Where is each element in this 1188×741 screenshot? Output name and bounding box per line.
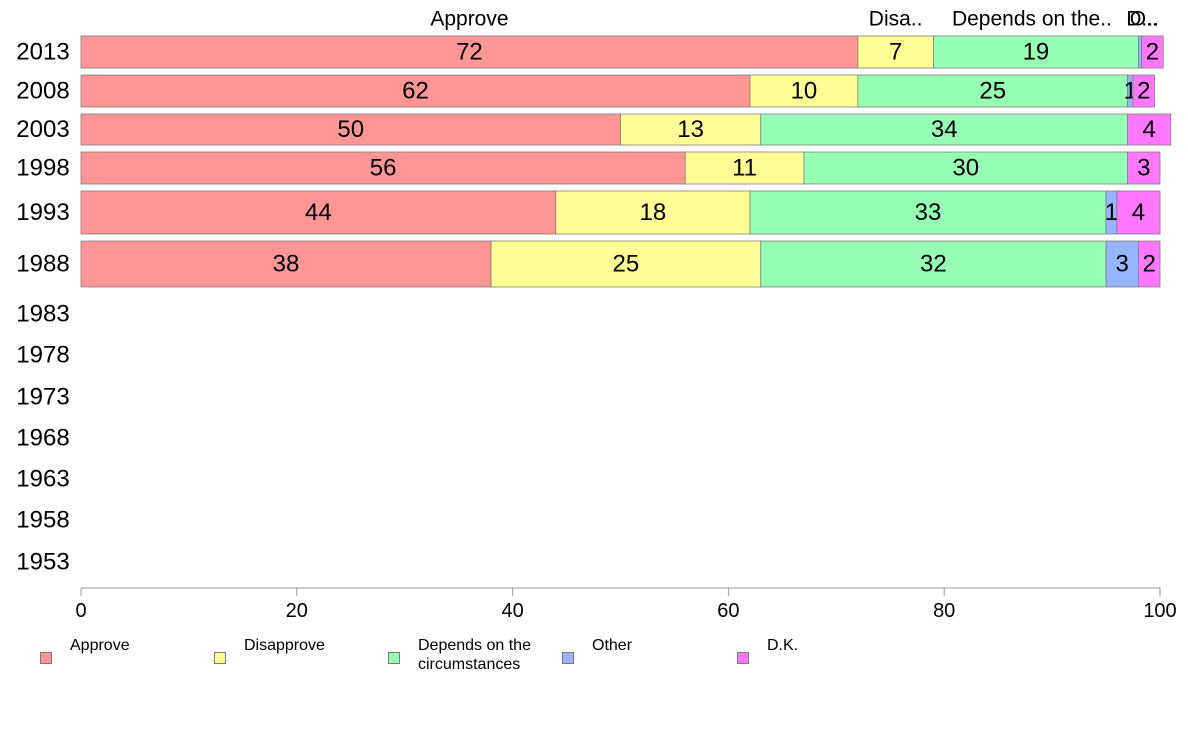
x-tick-label: 60 (717, 600, 739, 622)
data-label: 25 (979, 78, 1006, 105)
bar-segment (749, 74, 859, 108)
data-label: 19 (1023, 39, 1050, 66)
bar-segment (1138, 35, 1143, 69)
data-label: 33 (915, 199, 942, 226)
data-label: 50 (337, 116, 364, 143)
series-top-label: O.. (1130, 8, 1158, 31)
bar-segment (80, 74, 751, 108)
category-label: 1998 (16, 155, 69, 182)
data-label: 72 (456, 39, 483, 66)
legend-item-dk: D.K. (737, 636, 798, 664)
bar-segment (749, 190, 1107, 235)
category-label: 1973 (16, 384, 69, 411)
data-label: 1 (1105, 199, 1118, 226)
category-label: 1958 (16, 507, 69, 534)
bar-segment (857, 35, 934, 69)
bar-segment (80, 190, 557, 235)
legend-label-depends: Depends on the circumstances (418, 637, 531, 673)
bar-segment (857, 74, 1129, 108)
bar-segment (620, 113, 762, 146)
bar-segment (1105, 240, 1139, 288)
category-label: 1978 (16, 342, 69, 369)
bar-segment (1127, 151, 1161, 185)
legend-label-disapprove: Disapprove (244, 637, 325, 654)
bar-segment (933, 35, 1139, 69)
legend-swatch-disapprove (214, 652, 226, 664)
x-tick-label: 40 (501, 600, 523, 622)
data-label: 18 (640, 199, 667, 226)
data-label: 25 (613, 251, 640, 278)
category-label: 1983 (16, 301, 69, 328)
x-tick-label: 100 (1143, 600, 1176, 622)
bar-segment (80, 240, 492, 288)
series-top-label: Depends on the.. (952, 8, 1112, 31)
data-label: 3 (1116, 251, 1129, 278)
legend-item-other: Other (562, 636, 632, 664)
data-label: 44 (305, 199, 332, 226)
data-label: 10 (791, 78, 818, 105)
data-label: 4 (1132, 199, 1145, 226)
legend-label-approve: Approve (70, 637, 130, 654)
x-tick-label: 20 (286, 600, 308, 622)
category-label: 2008 (16, 78, 69, 105)
series-top-label: Disa.. (869, 8, 923, 31)
data-label: 30 (952, 155, 979, 182)
legend-item-disapprove: Disapprove (214, 636, 325, 664)
bar-segment (1127, 113, 1172, 146)
data-label: 62 (402, 78, 429, 105)
category-label: 1993 (16, 199, 69, 226)
legend-swatch-dk (737, 652, 749, 664)
legend: Approve Disapprove Depends on the circum… (0, 636, 1188, 696)
legend-swatch-depends (388, 652, 400, 664)
bar-segment (1138, 240, 1161, 288)
data-label: 38 (273, 251, 300, 278)
data-label: 4 (1143, 116, 1156, 143)
legend-swatch-approve (40, 652, 52, 664)
category-label: 1953 (16, 549, 69, 576)
category-label: 2003 (16, 116, 69, 143)
x-tick-label: 0 (75, 600, 86, 622)
bar-segment (490, 240, 762, 288)
category-label: 2013 (16, 39, 69, 66)
category-label: 1968 (16, 425, 69, 452)
legend-label-other: Other (592, 637, 633, 654)
x-tick-label: 80 (933, 600, 955, 622)
legend-item-depends: Depends on the circumstances (388, 636, 531, 674)
data-label: 7 (889, 39, 902, 66)
legend-item-approve: Approve (40, 636, 130, 664)
data-label: 11 (732, 155, 757, 182)
data-label: 3 (1137, 155, 1150, 182)
category-label: 1963 (16, 466, 69, 493)
data-label: 2 (1146, 39, 1159, 66)
data-label: 32 (920, 251, 947, 278)
bar-segment (1132, 74, 1156, 108)
data-label: 13 (677, 116, 704, 143)
bar-segment (555, 190, 751, 235)
data-label: 2 (1143, 251, 1156, 278)
series-top-label: D... (1126, 8, 1159, 31)
series-top-label: Approve (430, 8, 508, 31)
bar-segment (80, 35, 859, 69)
category-label: 1988 (16, 251, 69, 278)
legend-label-dk: D.K. (767, 637, 799, 654)
bar-segment (760, 240, 1107, 288)
bar-segment (1116, 190, 1161, 235)
bar-segment (1141, 35, 1164, 69)
legend-swatch-other (562, 652, 574, 664)
data-label: 2 (1137, 78, 1150, 105)
bar-segment (684, 151, 805, 185)
data-label: 56 (370, 155, 397, 182)
data-label: 34 (931, 116, 958, 143)
